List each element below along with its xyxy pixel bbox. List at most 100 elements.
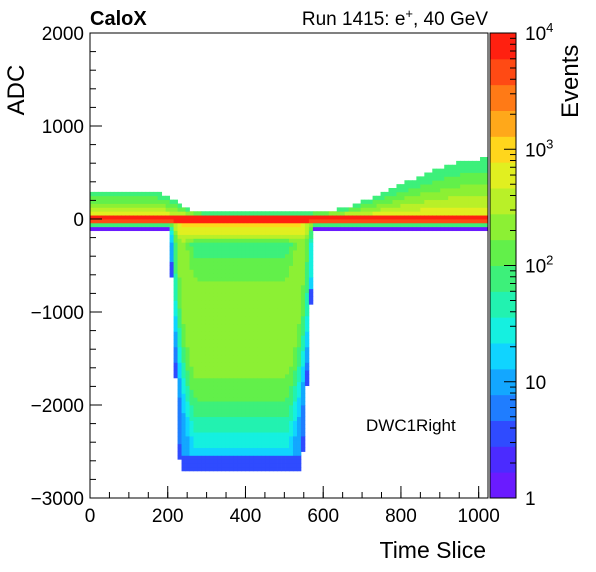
heatmap-cell [304,284,310,290]
heatmap-cell [237,269,242,274]
heatmap-cell [249,234,254,239]
heatmap-cell [193,308,198,313]
heatmap-cell [237,242,242,247]
heatmap-cell [181,447,186,452]
heatmap-cell [193,331,198,336]
heatmap-cell [177,327,182,332]
heatmap-cell [376,215,381,220]
heatmap-cell [245,261,250,266]
heatmap-cell [197,401,202,406]
heatmap-cell [237,405,242,410]
heatmap-cell [376,226,381,232]
heatmap-cell [213,226,218,232]
heatmap-cell [249,381,254,387]
heatmap-cell [193,339,198,344]
heatmap-cell [296,416,302,421]
heatmap-cell [217,381,222,387]
heatmap-cell [273,284,278,290]
heatmap-cell [233,366,238,371]
heatmap-cell [320,222,326,228]
heatmap-cell [241,219,246,224]
heatmap-cell [209,354,214,359]
heatmap-cell [241,308,246,313]
heatmap-cell [173,343,178,348]
heatmap-cell [189,424,194,429]
heatmap-cell [181,300,186,305]
heatmap-cell [281,246,286,251]
heatmap-cell [221,350,226,356]
heatmap-cell [169,226,174,232]
heatmap-cell [460,203,465,208]
heatmap-cell [157,226,163,232]
heatmap-cell [296,436,302,441]
heatmap-cell [472,164,477,170]
heatmap-cell [456,207,461,212]
heatmap-cell [340,226,346,232]
heatmap-cell [201,315,206,321]
heatmap-cell [245,273,250,278]
heatmap-cell [181,257,186,263]
heatmap-cell [213,346,218,352]
heatmap-cell [237,281,242,286]
heatmap-cell [308,230,314,235]
heatmap-cell [245,405,250,410]
heatmap-cell [269,432,274,437]
heatmap-cell [300,397,306,402]
heatmap-cell [229,300,234,305]
heatmap-cell [285,284,290,290]
heatmap-cell [225,222,230,228]
heatmap-cell [388,203,393,208]
heatmap-cell [253,385,258,390]
heatmap-cell [193,335,198,340]
heatmap-cell [253,350,258,356]
heatmap-cell [205,439,210,445]
heatmap-cell [456,160,461,166]
heatmap-cell [229,257,234,263]
heatmap-cell [221,389,226,394]
heatmap-cell [245,292,250,297]
heatmap-cell [273,300,278,305]
heatmap-cell [296,253,302,259]
heatmap-cell [289,257,294,263]
heatmap-cell [229,420,234,425]
heatmap-cell [185,343,190,348]
heatmap-cell [189,420,194,425]
colorbar-segment [490,265,516,292]
heatmap-cell [261,211,266,216]
heatmap-cell [484,160,488,166]
heatmap-cell [285,277,290,282]
heatmap-cell [249,362,254,367]
heatmap-cell [205,389,210,394]
heatmap-cell [484,195,488,201]
heatmap-cell [308,242,314,247]
heatmap-cell [149,222,155,228]
heatmap-cell [281,300,286,305]
heatmap-cell [304,323,310,328]
heatmap-cell [285,358,290,363]
heatmap-cell [249,335,254,340]
heatmap-cell [177,315,182,321]
heatmap-cell [245,288,250,294]
heatmap-cell [245,455,250,460]
heatmap-cell [440,199,445,204]
heatmap-cell [193,288,198,294]
heatmap-cell [281,343,286,348]
heatmap-cell [229,277,234,282]
heatmap-cell [169,230,174,235]
heatmap-cell [237,397,242,402]
heatmap-cell [257,443,262,449]
heatmap-cell [328,215,334,220]
heatmap-cell [261,346,266,352]
heatmap-cell [209,242,214,247]
heatmap-cell [257,339,262,344]
heatmap-cell [225,292,230,297]
heatmap-cell [372,219,377,224]
heatmap-cell [157,215,163,220]
heatmap-cell [265,234,270,239]
heatmap-cell [205,393,210,398]
heatmap-cell [281,358,286,363]
heatmap-cell [185,277,190,282]
heatmap-cell [300,432,306,437]
heatmap-cell [189,219,194,224]
heatmap-cell [265,250,270,255]
